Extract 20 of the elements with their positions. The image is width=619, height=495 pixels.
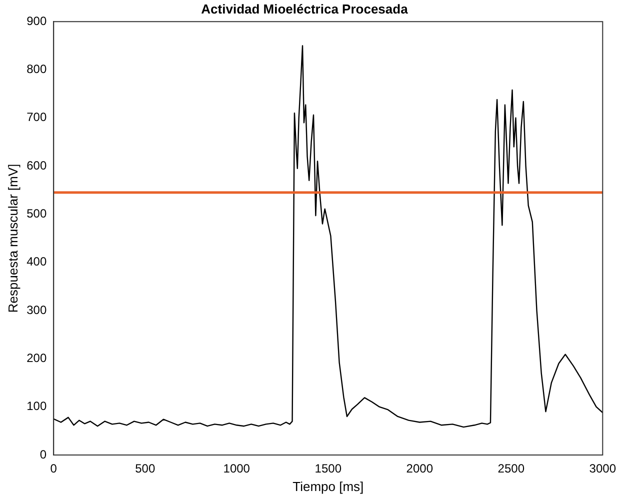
y-tick-label: 900 [26, 14, 47, 28]
x-tick-label: 0 [50, 462, 58, 476]
y-tick-label: 700 [26, 110, 47, 124]
y-tick-label: 300 [26, 302, 47, 317]
y-axis-title: Respuesta muscular [mV] [5, 164, 20, 313]
x-tick-label: 500 [135, 462, 156, 476]
y-tick-label: 800 [26, 62, 47, 76]
y-tick-label: 100 [26, 399, 47, 414]
y-tick-label: 200 [26, 351, 47, 365]
y-tick-label: 0 [40, 447, 47, 462]
y-tick-label: 400 [26, 254, 47, 269]
x-axis-title: Tiempo [ms] [292, 478, 364, 494]
x-tick-label: 1000 [223, 462, 250, 476]
x-tick-label: 3000 [589, 462, 616, 476]
x-tick-label: 2500 [498, 462, 525, 476]
y-tick-label: 500 [26, 206, 47, 221]
x-tick-label: 1500 [314, 462, 342, 476]
x-tick-label: 2000 [406, 462, 434, 476]
chart-title: Actividad Mioeléctrica Procesada [201, 1, 409, 16]
y-tick-label: 600 [26, 158, 47, 172]
